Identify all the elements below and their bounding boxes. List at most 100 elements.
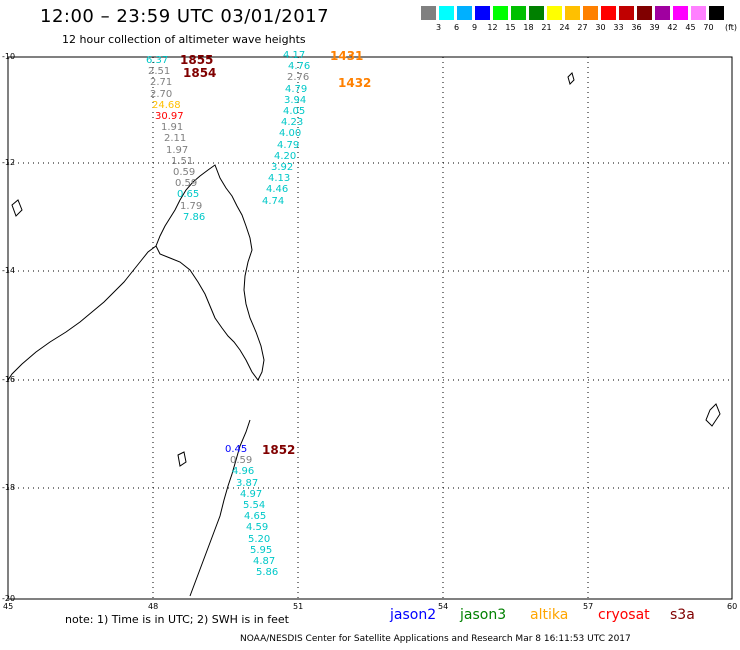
wave-height-value: 1.51 (171, 155, 194, 167)
credit-line: NOAA/NESDIS Center for Satellite Applica… (240, 634, 631, 644)
latitude-label: -20 (2, 594, 16, 603)
wave-height-value: 4.05 (283, 106, 306, 117)
wave-height-value: 0.59 (175, 178, 198, 190)
wave-height-value: 4.79 (285, 83, 308, 95)
legend-swatch (511, 6, 526, 20)
wave-height-value: 4.74 (262, 195, 285, 207)
latitude-label: -18 (2, 483, 16, 492)
wave-height-value: 4.59 (246, 522, 269, 534)
legend-unit: (ft) (724, 23, 738, 32)
wave-height-value: 4.79 (277, 139, 300, 151)
legend-swatch (619, 6, 634, 20)
track-time-label: 1432 (338, 76, 372, 90)
legend-label: 21 (541, 23, 552, 32)
legend-swatch (673, 6, 688, 20)
latitude-label: -16 (2, 375, 16, 384)
legend-label: 33 (613, 23, 624, 32)
legend-label: 30 (595, 23, 606, 32)
wave-height-value: 4.13 (268, 173, 291, 185)
latitude-label: -14 (2, 266, 16, 275)
latitude-label: -10 (2, 52, 16, 61)
coastline-south (189, 419, 251, 597)
legend-swatch (439, 6, 454, 20)
island-small-1 (11, 199, 23, 217)
legend-swatch (583, 6, 598, 20)
track-time-label: 1852 (262, 443, 296, 457)
legend-label: 42 (667, 23, 678, 32)
wave-height-value: 0.65 (177, 189, 200, 201)
latitude-label: -12 (2, 158, 16, 167)
map-frame (7, 56, 733, 600)
satellite-label: cryosat (598, 607, 650, 623)
wave-height-value: 2.70 (150, 88, 173, 100)
wave-height-value: 1.79 (180, 200, 203, 212)
wave-height-value: 5.95 (250, 544, 273, 556)
legend-swatch (457, 6, 472, 20)
wave-height-value: 4.87 (253, 556, 276, 567)
legend-swatch (637, 6, 652, 20)
footer-note: note: 1) Time is in UTC; 2) SWH is in fe… (65, 613, 289, 626)
legend-swatch (475, 6, 490, 20)
satellite-label: s3a (670, 607, 695, 623)
legend-swatch (709, 6, 724, 20)
wave-height-value: 1.91 (161, 122, 184, 134)
legend-label: 12 (487, 23, 498, 32)
legend-label: 3 (435, 23, 442, 32)
wave-height-value: 2.11 (164, 133, 187, 145)
wave-height-value: 0.59 (173, 167, 196, 178)
wave-height-value: 3.92 (271, 162, 294, 173)
legend-label: 45 (685, 23, 696, 32)
legend-swatch (601, 6, 616, 20)
wave-height-value: 3.94 (284, 94, 307, 106)
legend-label: 15 (505, 23, 516, 32)
satellite-label: jason2 (390, 607, 437, 623)
wave-height-value: 4.00 (279, 128, 302, 140)
satellite-label: altika (530, 607, 569, 623)
wave-height-value: 30.97 (155, 111, 184, 122)
legend-swatch (493, 6, 508, 20)
legend-label: 9 (471, 23, 478, 32)
legend-label: 70 (703, 23, 714, 32)
legend-label: 24 (559, 23, 570, 32)
wave-height-value: 4.96 (232, 466, 255, 478)
wave-height-value: 4.20 (274, 150, 297, 162)
wave-height-value: 1.97 (166, 144, 189, 156)
wave-height-value: 5.86 (256, 567, 279, 579)
longitude-label: 54 (438, 602, 449, 611)
longitude-label: 48 (148, 602, 159, 611)
island-small-4 (177, 451, 187, 467)
map-title: 12:00 – 23:59 UTC 03/01/2017 (40, 6, 330, 27)
wave-height-value: 4.23 (281, 117, 304, 129)
coastline-west (7, 245, 157, 381)
legend-label: 36 (631, 23, 642, 32)
legend-swatch (421, 6, 436, 20)
wave-height-value: 7.86 (183, 211, 206, 223)
wave-height-value: 2.76 (287, 72, 310, 84)
legend-swatch (529, 6, 544, 20)
coastline-madagascar (155, 164, 265, 381)
legend-label: 18 (523, 23, 534, 32)
longitude-label: 45 (3, 602, 14, 611)
satellite-label: jason3 (460, 607, 507, 623)
longitude-label: 60 (727, 602, 738, 611)
wave-height-value: 3.87 (236, 477, 259, 489)
wave-height-value: 24.68 (152, 99, 181, 111)
grid-lines (8, 57, 732, 599)
wave-height-value: 5.20 (248, 533, 271, 545)
island-small-2 (705, 403, 721, 427)
track-time-label: 1854 (183, 66, 217, 80)
wave-height-value: 4.97 (240, 488, 263, 500)
island-small-3 (567, 72, 575, 85)
wave-height-value: 6.37 (146, 55, 169, 66)
wave-height-value: 2.71 (150, 77, 173, 89)
legend-swatch (655, 6, 670, 20)
legend-swatch (565, 6, 580, 20)
wave-height-value: 2.51 (148, 66, 171, 78)
legend-label: 27 (577, 23, 588, 32)
wave-height-value: 4.46 (266, 184, 289, 196)
longitude-label: 51 (293, 602, 304, 611)
legend-swatch (691, 6, 706, 20)
wave-height-value: 4.76 (288, 61, 311, 73)
track-time-label: 1855 (180, 53, 214, 67)
